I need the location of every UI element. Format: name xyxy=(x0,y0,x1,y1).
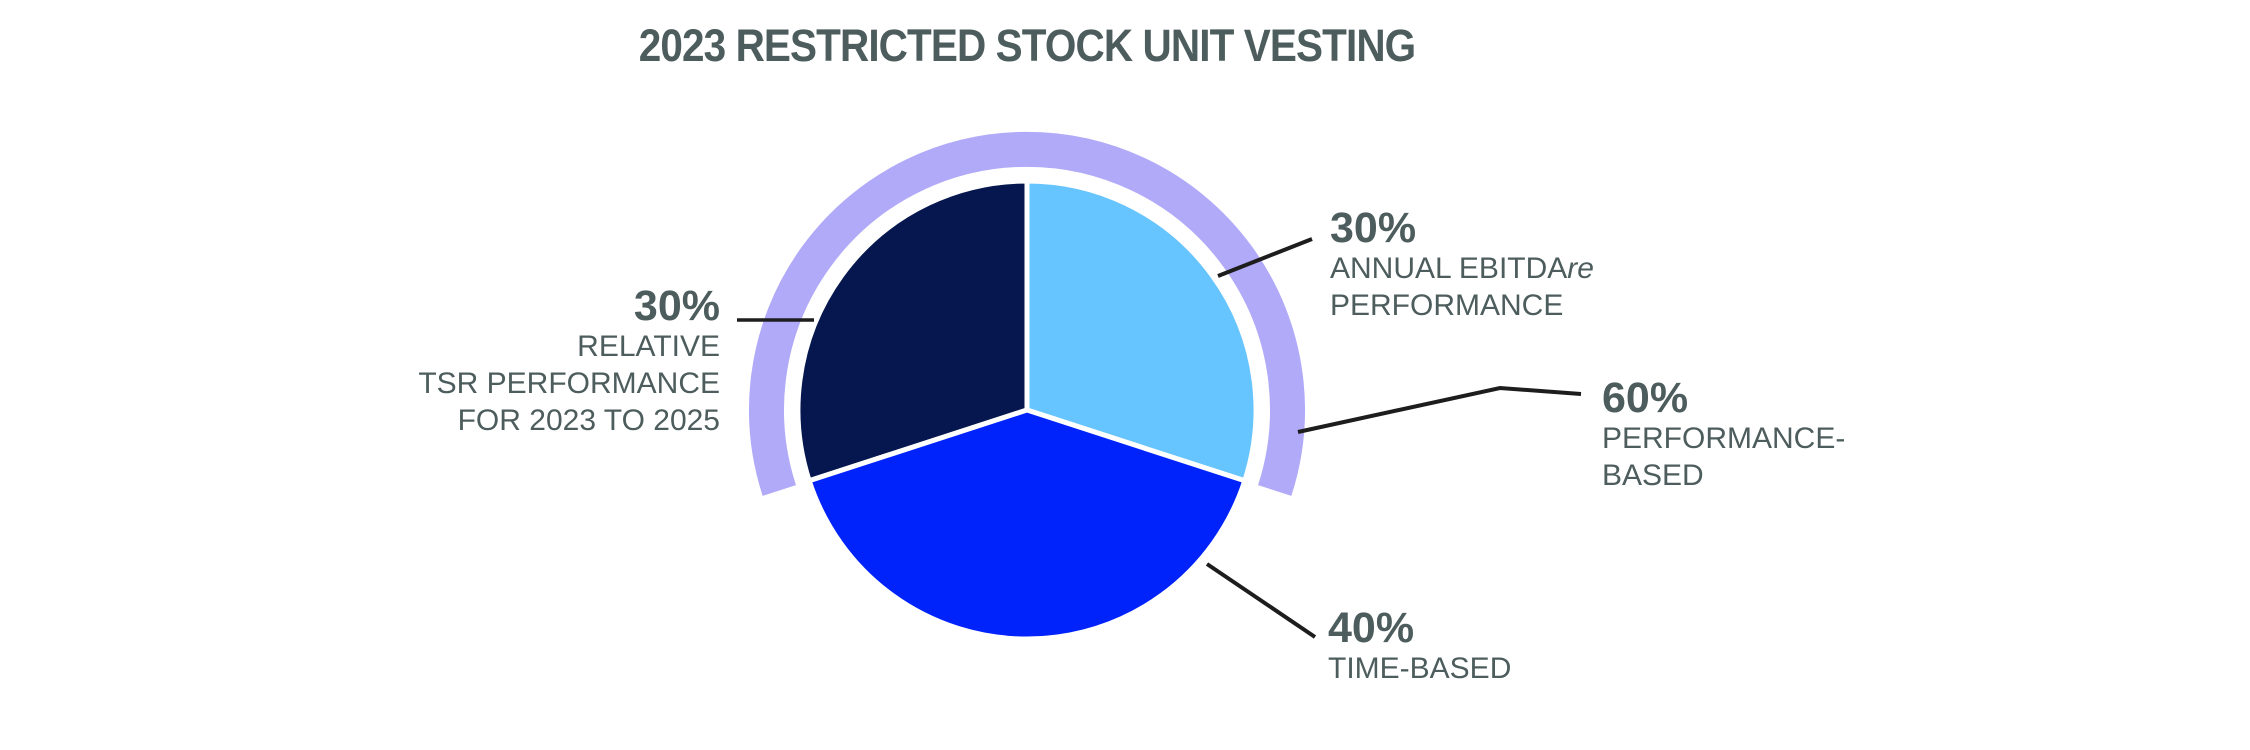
relative-tsr-percent: 30% xyxy=(633,282,720,330)
performance-based-percent: 60% xyxy=(1602,374,1689,422)
pie-slice-relative-tsr xyxy=(795,178,1030,484)
performance-based-label-line2: BASED xyxy=(1602,459,1704,492)
callout-time-based: 40% TIME-BASED xyxy=(1328,606,1511,687)
relative-tsr-label-line3: FOR 2023 TO 2025 xyxy=(457,404,720,437)
relative-tsr-label-line2: TSR PERFORMANCE xyxy=(418,367,720,400)
pie-slice-annual-ebitdare xyxy=(1024,178,1259,484)
pie-slice-time-based xyxy=(806,407,1248,642)
ebitdare-italic-suffix: re xyxy=(1567,252,1594,285)
time-based-percent: 40% xyxy=(1328,604,1415,652)
leader-line-annual-ebitdare xyxy=(1217,237,1313,278)
annual-ebitdare-label-line2: PERFORMANCE xyxy=(1330,289,1564,322)
annual-ebitdare-percent: 30% xyxy=(1330,204,1417,252)
performance-based-arc xyxy=(749,131,1305,496)
callout-relative-tsr: 30% RELATIVE TSR PERFORMANCE FOR 2023 TO… xyxy=(418,284,720,439)
time-based-label-line1: TIME-BASED xyxy=(1328,652,1512,685)
leader-line-performance-based xyxy=(1297,385,1582,434)
annual-ebitdare-label-line1: ANNUAL EBITDAre xyxy=(1330,252,1594,285)
performance-based-label-line1: PERFORMANCE- xyxy=(1602,422,1846,455)
callout-performance-based: 60% PERFORMANCE- BASED xyxy=(1602,376,1845,494)
chart-title: 2023 RESTRICTED STOCK UNIT VESTING xyxy=(638,20,1416,71)
relative-tsr-label-line1: RELATIVE xyxy=(577,330,720,363)
leader-line-time-based xyxy=(1205,562,1317,639)
callout-annual-ebitdare: 30% ANNUAL EBITDAre PERFORMANCE xyxy=(1330,206,1594,324)
